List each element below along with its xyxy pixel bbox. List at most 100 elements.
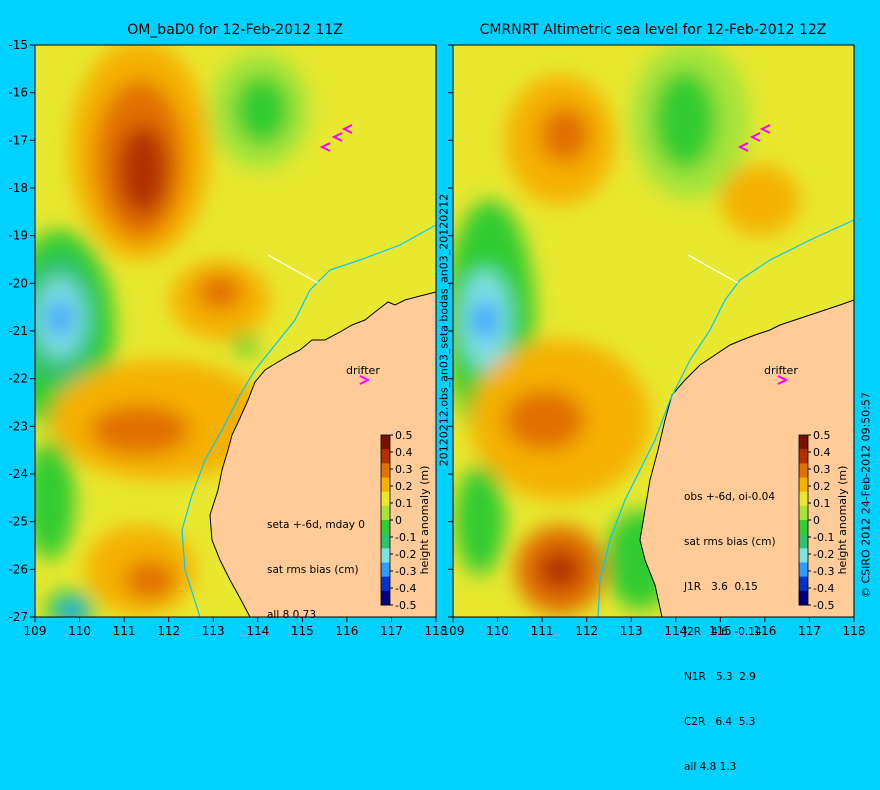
left-stats-line: all 8 0.73 [267, 609, 317, 621]
lat-tick-label: -18 [8, 181, 28, 195]
colorbar-swatch [381, 562, 390, 578]
right-stats-line: sat rms bias (cm) [684, 536, 776, 548]
right-stats-line: obs +-6d, oi-0.04 [684, 491, 776, 503]
lat-tick-label: -16 [8, 86, 28, 100]
right-anomaly-field [453, 45, 800, 615]
lon-tick-label: 110 [68, 624, 91, 638]
colorbar-swatch [799, 520, 808, 535]
left-anomaly-field [35, 45, 310, 617]
lon-tick-label: 110 [486, 624, 509, 638]
colorbar-swatch [381, 449, 390, 464]
colorbar-tick-label: -0.4 [395, 582, 416, 595]
lon-tick-label: 112 [157, 624, 180, 638]
colorbar-tick-label: 0.3 [813, 463, 831, 476]
lon-tick-label: 118 [425, 624, 448, 638]
lon-tick-label: 114 [246, 624, 269, 638]
colorbar-tick-label: 0.2 [395, 480, 413, 493]
left-drifter-arrows [319, 124, 371, 385]
colorbar-swatch [799, 435, 808, 450]
lon-tick-label: 111 [531, 624, 554, 638]
colorbar-tick-label: 0.5 [395, 429, 413, 442]
copyright-label: © CSIRO 2012 24-Feb-2012 09:50:57 [859, 392, 873, 598]
right-stats-line: all 4.8 1.3 [684, 761, 737, 773]
colorbar-swatch [381, 576, 390, 592]
right-drifter-label: drifter [764, 364, 798, 377]
colorbar-swatch [799, 576, 808, 592]
lon-tick-label: 117 [380, 624, 403, 638]
colorbar-swatch [799, 505, 808, 521]
lon-tick-label: 115 [709, 624, 732, 638]
lat-tick-label: -25 [8, 515, 28, 529]
left-map-panel [35, 45, 436, 617]
colorbar-tick-label: -0.3 [395, 565, 416, 578]
colorbar-tick-label: 0.5 [813, 429, 831, 442]
colorbar-swatch [799, 590, 808, 606]
right-stats-line: J2R 4.6 -0.14 [684, 626, 762, 638]
colorbar-tick-label: -0.2 [395, 548, 416, 561]
colorbar-tick-label: 0.2 [813, 480, 831, 493]
colorbar-swatch [381, 477, 390, 493]
colorbar-swatch [381, 520, 390, 535]
colorbar-tick-label: -0.3 [813, 565, 834, 578]
left-colorbar: 0.5 0.4 0.3 0.2 0.1 0 -0.1 -0.2 -0.3 -0.4 -0.5 heig… [380, 429, 431, 612]
lat-tick-label: -15 [8, 38, 28, 52]
lon-tick-label: 113 [202, 624, 225, 638]
right-map-panel [453, 45, 854, 617]
colorbar-swatch [381, 590, 390, 606]
lat-tick-label: -19 [8, 229, 28, 243]
lon-tick-label: 114 [664, 624, 687, 638]
left-land [209, 291, 436, 617]
lat-tick-label: -27 [8, 610, 28, 624]
lat-tick-label: -21 [8, 324, 28, 338]
right-isobath [597, 219, 854, 617]
map-figure: 0.5 0.4 0.3 0.2 0.1 0 -0.1 -0.2 -0.3 -0.4 -0.5 heig… [8, 38, 866, 638]
right-stats-line: J1R 3.6 0.15 [684, 581, 758, 593]
colorbar-tick-label: -0.2 [813, 548, 834, 561]
lon-tick-label: 113 [620, 624, 643, 638]
colorbar-tick-label: 0.1 [813, 497, 831, 510]
left-stats-box: seta +-6d, mday 0 sat rms bias (cm) all … [267, 488, 365, 638]
lon-tick-label: 115 [291, 624, 314, 638]
lon-tick-label: 109 [24, 624, 47, 638]
lon-tick-label: 116 [753, 624, 776, 638]
right-track-line [687, 254, 739, 284]
colorbar-tick-label: -0.5 [813, 599, 834, 612]
colorbar-swatch [799, 477, 808, 493]
lat-tick-label: -24 [8, 467, 28, 481]
lon-tick-label: 109 [442, 624, 465, 638]
colorbar-swatch [799, 491, 808, 507]
lon-tick-label: 116 [335, 624, 358, 638]
right-drifter-arrows [737, 124, 789, 385]
colorbar-tick-label: 0.4 [395, 446, 413, 459]
lon-tick-label: 118 [843, 624, 866, 638]
right-colorbar: 0.5 0.4 0.3 0.2 0.1 0 -0.1 -0.2 -0.3 -0.4 -0.5 heig… [798, 429, 849, 612]
colorbar-swatch [381, 548, 390, 563]
lon-tick-label: 112 [575, 624, 598, 638]
colorbar-swatch [381, 463, 390, 478]
colorbar-tick-label: -0.5 [395, 599, 416, 612]
lat-tick-label: -17 [8, 133, 28, 147]
right-stats-line: N1R 5.3 2.9 [684, 671, 756, 683]
colorbar-tick-label: 0 [813, 514, 820, 527]
colorbar-swatch [799, 534, 808, 549]
left-stats-line: sat rms bias (cm) [267, 564, 359, 576]
colorbar-tick-label: 0.1 [395, 497, 413, 510]
colorbar-swatch [799, 449, 808, 464]
colorbar-label-left: height anomaly (m) [418, 466, 431, 575]
colorbar-swatch [381, 534, 390, 549]
lat-tick-label: -20 [8, 276, 28, 290]
lat-tick-label: -26 [8, 562, 28, 576]
lat-tick-label: -23 [8, 419, 28, 433]
colorbar-swatch [381, 491, 390, 507]
colorbar-tick-label: -0.1 [813, 531, 834, 544]
colorbar-tick-label: 0.4 [813, 446, 831, 459]
colorbar-swatch [799, 562, 808, 578]
left-isobath [181, 224, 436, 617]
left-stats-line: seta +-6d, mday 0 [267, 519, 365, 531]
lon-tick-label: 117 [798, 624, 821, 638]
colorbar-swatch [799, 463, 808, 478]
colorbar-swatch [381, 505, 390, 521]
colorbar-label-right: height anomaly (m) [836, 466, 849, 575]
between-panels-label: 20120212.obs_an03_seta bodas_an03_201202… [437, 193, 451, 467]
colorbar-tick-label: 0 [395, 514, 402, 527]
